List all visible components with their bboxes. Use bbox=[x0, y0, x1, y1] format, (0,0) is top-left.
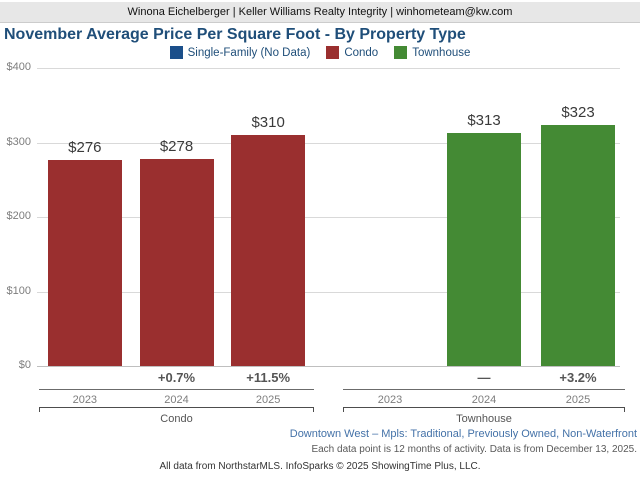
bar-condo-2024[interactable] bbox=[139, 158, 214, 366]
legend-item-townhouse[interactable]: Townhouse bbox=[394, 46, 470, 59]
y-axis-label-$0: $0 bbox=[18, 359, 31, 371]
gridline-$100 bbox=[37, 291, 620, 293]
y-axis-label-$400: $400 bbox=[6, 61, 31, 73]
bar-value-label-condo-2024: $278 bbox=[159, 137, 194, 155]
year-label-townhouse-2024: 2024 bbox=[471, 394, 497, 406]
bar-townhouse-2024[interactable] bbox=[447, 132, 521, 366]
legend-label-townhouse: Townhouse bbox=[412, 46, 471, 59]
group-bracket-townhouse bbox=[343, 407, 625, 412]
y-axis-label-$100: $100 bbox=[6, 284, 31, 297]
gridline-$200 bbox=[37, 217, 620, 218]
legend-label-condo: Condo bbox=[344, 46, 379, 59]
market-description: Downtown West – Mpls: Traditional, Previ… bbox=[289, 428, 637, 440]
year-label-townhouse-2023: 2023 bbox=[377, 394, 403, 406]
bar-value-label-condo-2023: $276 bbox=[68, 139, 102, 157]
pct-change-condo-2024: +0.7% bbox=[157, 370, 196, 385]
bar-condo-2025[interactable] bbox=[231, 135, 306, 366]
agent-contact-line: Winona Eichelberger | Keller Williams Re… bbox=[127, 6, 513, 18]
pct-change-townhouse-2025: +3.2% bbox=[559, 370, 597, 385]
bar-value-label-townhouse-2025: $323 bbox=[561, 104, 595, 122]
data-note: Each data point is 12 months of activity… bbox=[311, 444, 637, 455]
group-bracket-condo bbox=[39, 407, 314, 412]
legend-color-swatch-condo bbox=[326, 46, 340, 59]
gridline-$0 bbox=[37, 366, 620, 367]
legend-color-swatch-single-family bbox=[169, 46, 183, 59]
legend-color-swatch-townhouse bbox=[394, 46, 408, 59]
gridline-$400 bbox=[37, 68, 620, 69]
legend: Single-Family (No Data) Condo Townhouse bbox=[0, 45, 640, 60]
group-label-condo: Condo bbox=[160, 413, 193, 425]
y-axis-label-$200: $200 bbox=[6, 210, 31, 222]
y-axis-label-$300: $300 bbox=[6, 135, 31, 148]
year-label-condo-2024: 2024 bbox=[164, 394, 189, 406]
year-label-condo-2025: 2025 bbox=[255, 394, 281, 406]
attribution-line: All data from NorthstarMLS. InfoSparks ©… bbox=[159, 461, 481, 472]
legend-label-single-family: Single-Family (No Data) bbox=[187, 46, 311, 59]
year-label-condo-2023: 2023 bbox=[72, 394, 98, 406]
chart-title: November Average Price Per Square Foot -… bbox=[4, 26, 466, 43]
bar-value-label-condo-2025: $310 bbox=[251, 114, 285, 132]
legend-item-single-family[interactable]: Single-Family (No Data) bbox=[169, 46, 311, 59]
year-label-townhouse-2025: 2025 bbox=[565, 394, 591, 406]
pct-change-condo-2025: +11.5% bbox=[246, 370, 291, 385]
legend-item-condo[interactable]: Condo bbox=[326, 46, 378, 59]
pct-change-townhouse-2024: — bbox=[477, 370, 491, 385]
bar-townhouse-2025[interactable] bbox=[541, 125, 615, 366]
bar-condo-2023[interactable] bbox=[47, 160, 122, 366]
bar-value-label-townhouse-2024: $313 bbox=[467, 111, 501, 129]
agent-header-bar: Winona Eichelberger | Keller Williams Re… bbox=[0, 2, 640, 23]
gridline-$300 bbox=[37, 142, 620, 144]
group-divider-townhouse bbox=[343, 389, 625, 390]
group-divider-condo bbox=[39, 389, 314, 390]
group-label-townhouse: Townhouse bbox=[456, 413, 512, 425]
